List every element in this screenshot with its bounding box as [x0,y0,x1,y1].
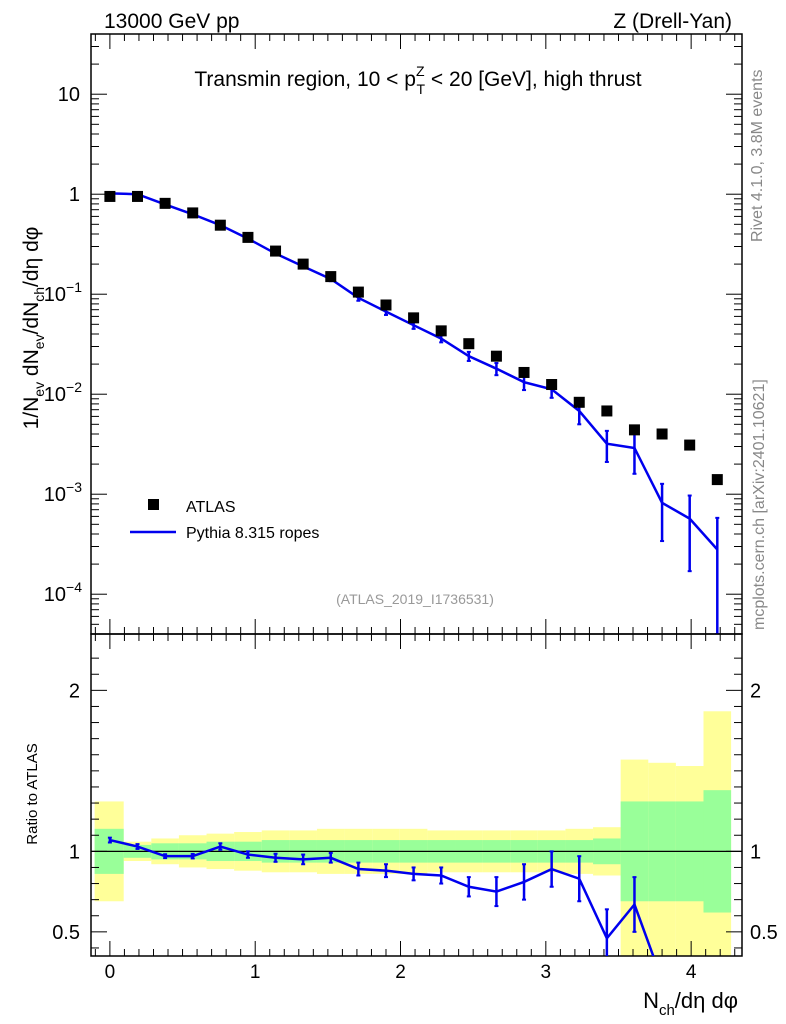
y-tick-label: 10−2 [44,379,82,406]
ylabel-part-2: dN [20,349,43,382]
ylabel-part-4: /dN [20,302,43,335]
atlas-point [132,190,143,202]
y-tick-exp: −1 [66,279,82,295]
atlas-point [159,197,171,209]
main-data [104,190,723,634]
atlas-point [214,219,226,231]
ratio-y-tick-label-left: 0.5 [52,922,80,944]
ratio-data [107,836,655,956]
ylabel-part-5: ch [31,287,47,302]
y-tick-label: 10−4 [44,579,82,606]
main-title: Transmin region, 10 < pZ T < 20 [GeV], hi… [194,63,641,97]
atlas-point [297,258,309,270]
main-ylabel: 1/Nev dNev/dNch/dη dφ [20,227,47,430]
y-tick-label: 1 [69,184,80,206]
y-tick-base: 10 [44,384,66,406]
legend-label-atlas: ATLAS [186,499,236,516]
atlas-point [518,366,530,378]
atlas-point [187,207,199,219]
atlas-point [656,428,668,440]
ratio-xlabel: Nch/dη dφ [643,988,738,1019]
ylabel-part-6: /dη dφ [20,227,43,287]
atlas-point [352,286,364,298]
legend-marker-atlas [148,499,159,510]
main-watermark: (ATLAS_2019_I1736531) [336,591,494,607]
main-panel: Transmin region, 10 < pZ T < 20 [GeV], hi… [20,33,743,635]
ratio-frame [90,633,743,957]
atlas-point [546,379,558,391]
atlas-point [242,231,254,243]
x-tick-label: 0 [105,962,116,983]
atlas-point [490,350,502,362]
header-left: 13000 GeV pp [104,10,239,33]
atlas-point [325,271,337,283]
atlas-point [435,325,447,337]
ratio-y-tick-label-left: 1 [69,841,80,863]
main-title-sub: T [417,81,426,97]
atlas-point [628,424,640,436]
legend-label-pythia: Pythia 8.315 ropes [186,525,319,542]
ratio-y-tick-label-right: 1 [750,841,761,863]
main-title-pre: Transmin region, 10 < p [194,68,416,91]
x-tick-label: 1 [250,962,261,983]
y-tick-label: 10 [58,84,80,106]
ratio-y-tick-label-right: 2 [750,680,761,702]
atlas-point [601,405,613,417]
rivet-label: Rivet 4.1.0, 3.8M events [749,69,766,242]
xlabel-part-1: ch [659,1002,675,1019]
x-tick-label: 4 [686,962,697,983]
mcplots-label: mcplots.cern.ch [arXiv:2401.10621] [751,379,768,630]
ratio-ylabel: Ratio to ATLAS [24,743,41,844]
y-tick-base: 10 [44,584,66,606]
atlas-point [463,338,475,350]
legend: ATLAS Pythia 8.315 ropes [130,499,319,542]
atlas-point [573,396,585,408]
ratio-panel: Ratio to ATLAS Nch/dη dφ 0 1 2 3 4 0.5 0.5 1 1 2 2 [24,633,778,1019]
main-title-sup: Z [416,63,425,79]
ylabel-part-1: ev [31,382,47,397]
ylabel-part-3: ev [31,334,47,349]
atlas-point [408,312,420,324]
y-tick-exp: −4 [66,579,82,595]
atlas-point [104,190,116,202]
pythia-line [109,192,719,551]
main-frame [90,33,743,635]
header-right: Z (Drell-Yan) [613,10,732,33]
x-tick-label: 3 [541,962,552,983]
x-tick-label: 2 [395,962,406,983]
main-title-post: < 20 [GeV], high thrust [425,68,642,91]
y-tick-label: 10−1 [44,279,82,306]
y-tick-base: 10 [44,484,66,506]
atlas-point [684,439,696,451]
atlas-point [711,474,723,486]
atlas-point [380,299,392,311]
xlabel-part-2: /dη dφ [675,988,738,1013]
ratio-y-tick-label-right: 0.5 [750,922,778,944]
y-tick-exp: −2 [66,379,82,395]
xlabel-part-0: N [643,988,659,1013]
ylabel-part-0: 1/N [20,397,43,430]
atlas-point [270,245,282,257]
y-tick-label: 10−3 [44,479,82,506]
ratio-y-tick-label-left: 2 [69,680,80,702]
y-tick-exp: −3 [66,479,82,495]
y-tick-base: 10 [44,284,66,306]
